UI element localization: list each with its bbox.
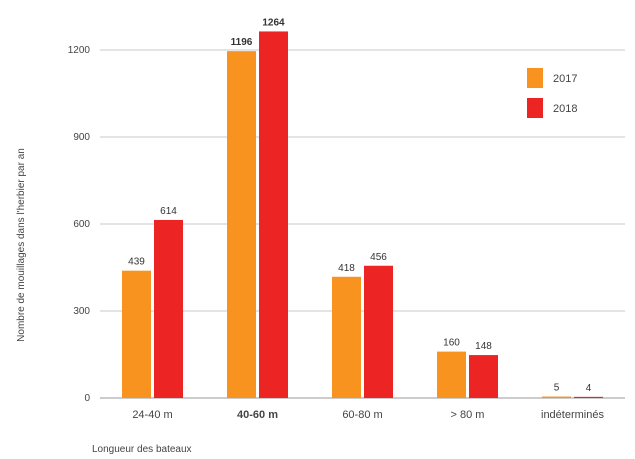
data-label: 148 (475, 341, 492, 352)
x-axis-label: Longueur des bateaux (92, 444, 192, 455)
y-tick-label: 900 (73, 132, 90, 143)
legend-swatch-2018 (527, 98, 543, 118)
data-label: 614 (160, 206, 177, 217)
y-tick-label: 600 (73, 219, 90, 230)
legend: 2017 2018 (527, 68, 577, 118)
bars (122, 31, 603, 398)
data-label: 418 (338, 263, 355, 274)
data-label: 439 (128, 257, 145, 268)
x-tick-label: > 80 m (451, 409, 485, 421)
bar-2018-2 (259, 31, 288, 398)
bar-2018-5 (574, 396, 603, 398)
x-tick-label: 24-40 m (132, 409, 172, 421)
y-tick-labels: 0 300 600 900 1200 (68, 45, 91, 404)
data-label: 456 (370, 252, 387, 263)
data-label: 5 (554, 383, 560, 394)
legend-label: 2017 (553, 73, 577, 85)
y-axis-label: Nombre de mouillages dans l'herbier par … (16, 148, 27, 342)
bar-2017-1 (122, 270, 151, 398)
data-label: 1196 (231, 37, 253, 48)
x-tick-label: 40-60 m (237, 409, 278, 421)
bar-2018-3 (364, 265, 393, 398)
legend-swatch-2017 (527, 68, 543, 88)
bar-2018-1 (154, 219, 183, 398)
x-tick-labels: 24-40 m 40-60 m 60-80 m > 80 m indéterminés (132, 409, 604, 421)
bar-2017-3 (332, 276, 361, 398)
bar-2017-2 (227, 51, 256, 398)
bar-2018-4 (469, 355, 498, 398)
data-label: 4 (586, 383, 592, 394)
gridlines (100, 49, 625, 399)
x-tick-label: 60-80 m (342, 409, 382, 421)
data-label: 160 (443, 338, 460, 349)
data-labels: 439 614 1196 1264 418 456 160 148 5 4 (128, 17, 592, 393)
x-tick-label: indéterminés (541, 409, 604, 421)
legend-label: 2018 (553, 103, 577, 115)
y-tick-label: 300 (73, 306, 90, 317)
bar-2017-4 (437, 351, 466, 398)
bar-2017-5 (542, 396, 571, 398)
y-tick-label: 1200 (68, 45, 91, 56)
y-tick-label: 0 (84, 393, 90, 404)
data-label: 1264 (262, 17, 285, 28)
